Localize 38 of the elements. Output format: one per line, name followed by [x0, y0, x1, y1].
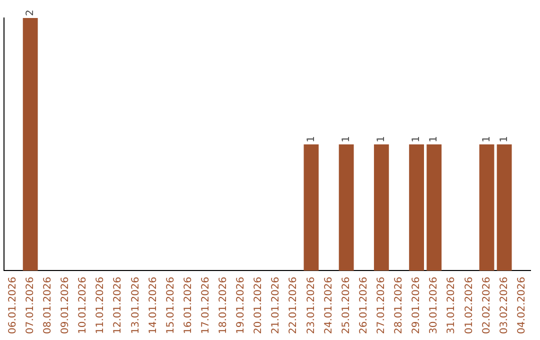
x-tick-label: 19.01.2026: [236, 276, 247, 334]
data-label: 1: [340, 136, 352, 142]
x-tick-label: 02.02.2026: [481, 276, 492, 334]
x-tick-label: 18.01.2026: [218, 276, 230, 334]
x-tick-label: 13.01.2026: [130, 276, 142, 334]
x-tick-label: 06.01.2026: [7, 276, 18, 334]
data-label: 2: [24, 10, 36, 16]
x-tick-label: 26.01.2026: [358, 276, 370, 334]
data-label: 1: [481, 136, 492, 142]
x-tick-label: 21.01.2026: [270, 276, 282, 334]
data-label: 1: [428, 136, 440, 142]
x-tick-label: 15.01.2026: [165, 276, 176, 334]
x-tick-label: 08.01.2026: [42, 276, 54, 334]
x-tick-label: 10.01.2026: [78, 276, 89, 334]
x-tick-label: 29.01.2026: [411, 276, 422, 334]
x-tick-label: 09.01.2026: [60, 276, 72, 334]
x-tick-label: 31.01.2026: [446, 276, 458, 334]
x-tick-label: 17.01.2026: [200, 276, 212, 334]
x-tick-label: 22.01.2026: [288, 276, 300, 334]
x-tick-label: 14.01.2026: [148, 276, 159, 334]
x-tick-label: 03.02.2026: [498, 276, 510, 334]
x-tick-label: 07.01.2026: [24, 276, 36, 334]
data-label: 1: [376, 136, 388, 142]
x-tick-label: 28.01.2026: [394, 276, 405, 334]
x-tick-label: 25.01.2026: [340, 276, 352, 334]
x-tick-label: 04.02.2026: [516, 276, 528, 334]
x-tick-label: 30.01.2026: [428, 276, 440, 334]
data-label: 1: [306, 136, 317, 142]
x-tick-label: 16.01.2026: [182, 276, 194, 334]
x-tick-label: 24.01.2026: [323, 276, 334, 334]
x-tick-label: 20.01.2026: [253, 276, 264, 334]
x-tick-label: 23.01.2026: [306, 276, 317, 334]
x-tick-label: 12.01.2026: [112, 276, 124, 334]
x-tick-label: 27.01.2026: [376, 276, 388, 334]
data-label: 1: [411, 136, 422, 142]
x-tick-label: 11.01.2026: [95, 276, 106, 334]
x-tick-label: 01.02.2026: [464, 276, 475, 334]
data-label: 1: [498, 136, 510, 142]
